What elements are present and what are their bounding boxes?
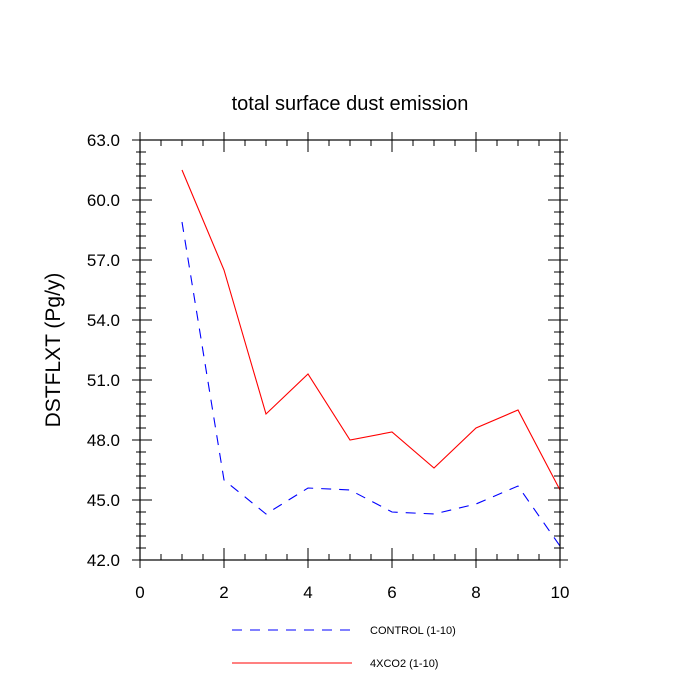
chart-title: total surface dust emission — [232, 93, 469, 115]
x-tick-label: 8 — [471, 583, 480, 602]
x-tick-label: 2 — [219, 583, 228, 602]
series-line-0 — [181, 221, 561, 547]
y-tick-label: 51.0 — [87, 371, 120, 390]
x-tick-label: 0 — [135, 583, 144, 602]
y-tick-label: 57.0 — [87, 251, 120, 270]
minor-ticks — [136, 140, 564, 560]
y-tick-label: 45.0 — [87, 491, 120, 510]
series-line-1 — [181, 169, 561, 491]
series-lines — [181, 169, 561, 547]
legend: CONTROL (1-10) 4XCO2 (1-10) — [232, 625, 456, 670]
tick-labels: 0 2 4 6 8 10 42.0 45.0 48.0 51.0 54.0 57.0 60.0 63.0 — [87, 131, 570, 602]
x-tick-label: 10 — [551, 583, 570, 602]
legend-label: 4XCO2 (1-10) — [370, 658, 438, 670]
y-axis-label: DSTFLXT (Pg/y) — [42, 273, 65, 428]
y-tick-label: 48.0 — [87, 431, 120, 450]
y-tick-label: 63.0 — [87, 131, 120, 150]
x-tick-label: 4 — [303, 583, 312, 602]
y-tick-label: 42.0 — [87, 551, 120, 570]
major-ticks — [132, 132, 568, 568]
y-tick-label: 54.0 — [87, 311, 120, 330]
plot-frame — [139, 139, 561, 561]
y-tick-label: 60.0 — [87, 191, 120, 210]
legend-label: CONTROL (1-10) — [370, 625, 456, 637]
x-tick-label: 6 — [387, 583, 396, 602]
